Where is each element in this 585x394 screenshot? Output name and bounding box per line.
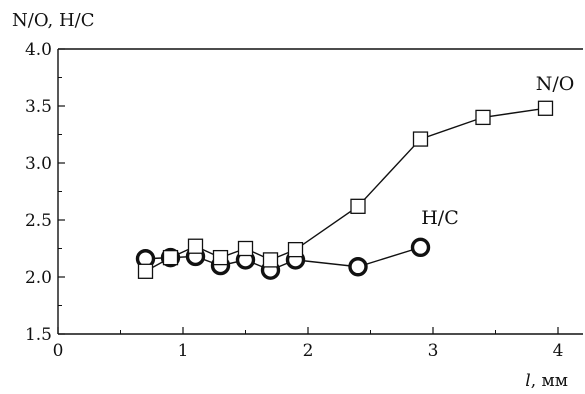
data-point-hc (348, 257, 368, 277)
data-point-hc (410, 237, 431, 258)
series-label-no: N/O (536, 73, 575, 95)
x-tick-label: 0 (53, 341, 64, 361)
y-tick-label: 3.0 (25, 154, 52, 174)
y-tick-label: 4.0 (25, 40, 52, 60)
plot-area: 1.5 2.0 2.5 3.0 3.5 4.0 0 1 2 3 4 H/C N/O (25, 40, 583, 361)
y-tick-label: 2.5 (25, 211, 52, 231)
x-tick-label: 2 (303, 341, 314, 361)
y-tick-label: 3.5 (25, 97, 52, 117)
y-axis-label: N/O, H/C (12, 10, 95, 31)
data-point-no (212, 249, 229, 266)
data-point-no (350, 198, 366, 214)
x-axis-label: l, мм (525, 371, 568, 391)
y-tick-label: 1.5 (25, 325, 52, 345)
data-point-no (137, 263, 154, 279)
x-tick-label: 1 (178, 341, 189, 361)
x-axis-variable: l (525, 371, 530, 391)
x-tick-label: 3 (428, 341, 439, 361)
y-tick-label: 2.0 (25, 268, 52, 288)
series-line-no (145, 107, 546, 272)
data-point-no (162, 249, 179, 266)
data-point-no (187, 238, 204, 254)
data-point-no (537, 100, 554, 116)
x-tick-label: 4 (553, 341, 564, 361)
data-point-no (475, 109, 491, 126)
data-point-no (412, 131, 429, 147)
x-axis-unit: , мм (531, 371, 568, 391)
data-point-no (237, 240, 254, 257)
data-point-no (262, 252, 279, 268)
series-label-hc: H/C (421, 207, 459, 229)
data-point-no (287, 241, 304, 258)
